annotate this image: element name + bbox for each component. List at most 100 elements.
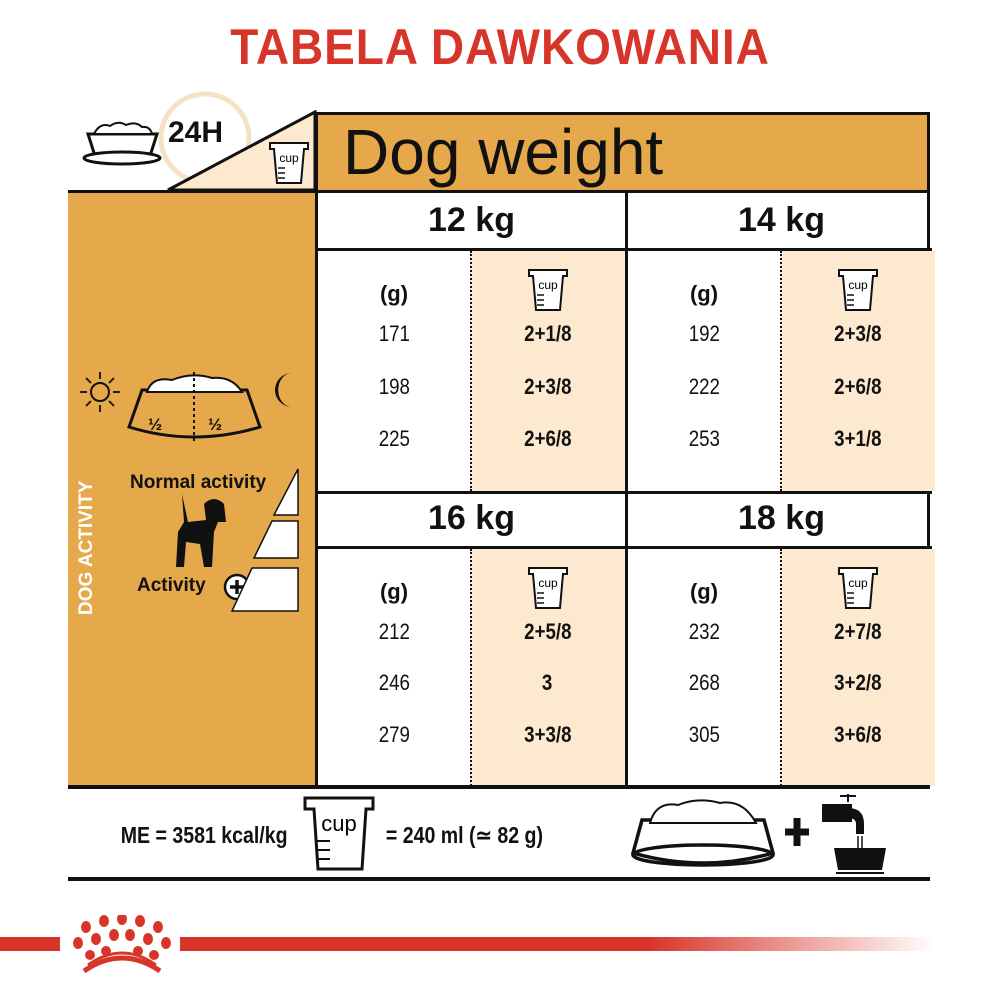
grams-value: 232 bbox=[688, 619, 720, 644]
normal-activity-label: Normal activity bbox=[130, 472, 267, 493]
grams-value: 268 bbox=[688, 670, 720, 695]
dog-icon bbox=[176, 494, 226, 567]
plus-icon bbox=[785, 818, 809, 846]
cup-icon: cup bbox=[837, 565, 879, 616]
weight-heading: 12 kg bbox=[318, 193, 625, 248]
cups-value: 2+7/8 bbox=[833, 619, 882, 644]
grams-value: 305 bbox=[688, 722, 720, 747]
cups-value: 3+1/8 bbox=[833, 426, 882, 451]
table-row-cups: 3 bbox=[470, 670, 625, 696]
table-row-cups: 2+5/8 bbox=[470, 619, 625, 645]
feeding-table: 12 kg (g) cup 171 2+1/8 198 2+3/8 225 2+6/8 14 kg… bbox=[315, 190, 935, 787]
side-panel bbox=[68, 190, 317, 787]
grams-header: (g) bbox=[689, 579, 719, 604]
table-row-grams: 246 bbox=[318, 670, 470, 696]
svg-text:cup: cup bbox=[321, 811, 356, 836]
table-row-cups: 2+3/8 bbox=[780, 321, 935, 347]
table-row-cups: 2+7/8 bbox=[780, 619, 935, 645]
table-row-grams: 192 bbox=[628, 321, 780, 347]
grams-value: 246 bbox=[378, 670, 410, 695]
brand-bar bbox=[180, 937, 935, 951]
half-left: ½ bbox=[148, 415, 163, 434]
period-label: 24H bbox=[168, 116, 224, 149]
weight-heading: 14 kg bbox=[625, 193, 932, 248]
table-row-cups: 2+6/8 bbox=[470, 426, 625, 452]
dosage-block: (g) cup 212 2+5/8 246 3 279 3+3/8 bbox=[318, 546, 625, 786]
weight-value: 12 kg bbox=[428, 201, 515, 239]
table-row-grams: 268 bbox=[628, 670, 780, 696]
cups-value: 2+3/8 bbox=[523, 374, 572, 399]
sun-icon bbox=[80, 372, 120, 412]
table-row-grams: 222 bbox=[628, 374, 780, 400]
divider bbox=[68, 877, 930, 881]
table-row-grams: 253 bbox=[628, 426, 780, 452]
cups-value: 2+6/8 bbox=[833, 374, 882, 399]
dosage-block: (g) cup 232 2+7/8 268 3+2/8 305 3+6/8 bbox=[625, 546, 935, 786]
grams-value: 212 bbox=[378, 619, 410, 644]
grams-value: 192 bbox=[688, 321, 720, 346]
grams-value: 225 bbox=[378, 426, 410, 451]
page-title: TABELA DAWKOWANIA bbox=[230, 19, 770, 75]
table-row-cups: 2+1/8 bbox=[470, 321, 625, 347]
weight-heading: 18 kg bbox=[625, 491, 932, 546]
grams-value: 198 bbox=[378, 374, 410, 399]
cups-value: 3+2/8 bbox=[833, 670, 882, 695]
cup-icon-label: cup bbox=[848, 278, 868, 292]
grams-value: 222 bbox=[688, 374, 720, 399]
activity-level-triangles bbox=[230, 468, 299, 612]
grams-value: 253 bbox=[688, 426, 720, 451]
dosage-block: (g) cup 171 2+1/8 198 2+3/8 225 2+6/8 bbox=[318, 248, 625, 491]
cups-value: 3+6/8 bbox=[833, 722, 882, 747]
food-bowl-icon-large bbox=[630, 799, 776, 867]
moon-icon bbox=[274, 373, 292, 407]
cup-icon: cup bbox=[527, 267, 569, 318]
cup-icon-label: cup bbox=[538, 576, 558, 590]
grams-header: (g) bbox=[379, 579, 409, 604]
cups-value: 2+3/8 bbox=[833, 321, 882, 346]
cups-value: 2+5/8 bbox=[523, 619, 572, 644]
divider bbox=[68, 785, 930, 789]
dog-weight-label: Dog weight bbox=[343, 116, 664, 188]
table-row-cups: 3+6/8 bbox=[780, 722, 935, 748]
dog-activity-label: DOG ACTIVITY bbox=[76, 481, 106, 615]
table-row-grams: 305 bbox=[628, 722, 780, 748]
svg-text:cup: cup bbox=[279, 151, 299, 165]
weight-value: 18 kg bbox=[738, 499, 825, 537]
cups-value: 2+1/8 bbox=[523, 321, 572, 346]
table-row-cups: 2+3/8 bbox=[470, 374, 625, 400]
weight-heading: 16 kg bbox=[318, 491, 625, 546]
table-row-grams: 225 bbox=[318, 426, 470, 452]
energy-value: ME = 3581 kcal/kg bbox=[120, 822, 288, 848]
cups-value: 3 bbox=[542, 670, 553, 695]
table-row-grams: 198 bbox=[318, 374, 470, 400]
grams-value: 279 bbox=[378, 722, 410, 747]
table-row-cups: 2+6/8 bbox=[780, 374, 935, 400]
weight-value: 16 kg bbox=[428, 499, 515, 537]
table-row-grams: 232 bbox=[628, 619, 780, 645]
cups-value: 3+3/8 bbox=[523, 722, 572, 747]
cup-icon-label: cup bbox=[848, 576, 868, 590]
weight-value: 14 kg bbox=[738, 201, 825, 239]
cup-icon: cup bbox=[269, 142, 309, 184]
brand-bar-left bbox=[0, 937, 60, 951]
half-right: ½ bbox=[208, 415, 223, 434]
dog-weight-header: Dog weight bbox=[315, 112, 930, 192]
cup-icon: cup bbox=[837, 267, 879, 318]
cup-equivalence-text: = 240 ml (≃ 82 g) bbox=[372, 822, 557, 849]
cup-icon: cup bbox=[527, 565, 569, 616]
table-row-grams: 171 bbox=[318, 321, 470, 347]
cups-value: 2+6/8 bbox=[523, 426, 572, 451]
grams-header: (g) bbox=[379, 281, 409, 306]
dosage-block: (g) cup 192 2+3/8 222 2+6/8 253 3+1/8 bbox=[625, 248, 935, 491]
grams-value: 171 bbox=[378, 321, 410, 346]
table-row-cups: 3+3/8 bbox=[470, 722, 625, 748]
split-bowl-icon bbox=[127, 372, 262, 442]
food-bowl-icon bbox=[82, 121, 162, 166]
water-tap-icon bbox=[822, 794, 886, 874]
table-row-cups: 3+2/8 bbox=[780, 670, 935, 696]
table-row-grams: 212 bbox=[318, 619, 470, 645]
cup-icon-large: cup bbox=[303, 796, 375, 871]
table-row-grams: 279 bbox=[318, 722, 470, 748]
table-row-cups: 3+1/8 bbox=[780, 426, 935, 452]
grams-header: (g) bbox=[689, 281, 719, 306]
